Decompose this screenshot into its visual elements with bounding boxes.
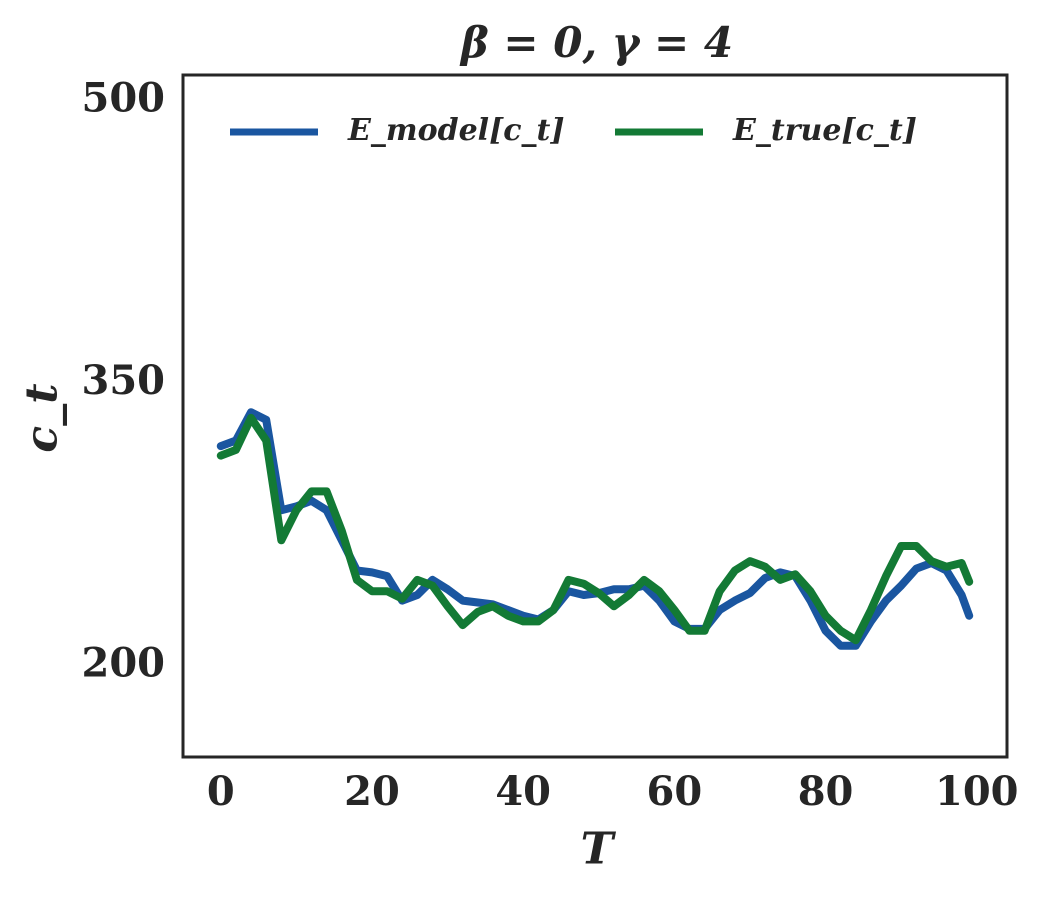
x-tick-label: 0: [207, 768, 235, 815]
series-line: [216, 408, 974, 650]
x-tick-label: 60: [647, 768, 703, 815]
plot-frame: [181, 73, 1009, 759]
y-axis-label: c_t: [17, 383, 68, 452]
x-tick-label: 80: [798, 768, 854, 815]
legend-label: E_true[c_t]: [732, 113, 917, 148]
y-tick-label: 350: [82, 357, 166, 404]
x-tick-label: 20: [344, 768, 400, 815]
y-tick-label: 200: [82, 640, 166, 687]
series-line: [216, 413, 974, 645]
x-tick-label: 100: [935, 768, 1019, 815]
chart-title: β = 0, γ = 4: [459, 18, 733, 67]
y-tick-label: 500: [82, 74, 166, 121]
x-tick-label: 40: [495, 768, 551, 815]
legend-label: E_model[c_t]: [347, 113, 565, 148]
x-axis-label: T: [581, 824, 617, 875]
